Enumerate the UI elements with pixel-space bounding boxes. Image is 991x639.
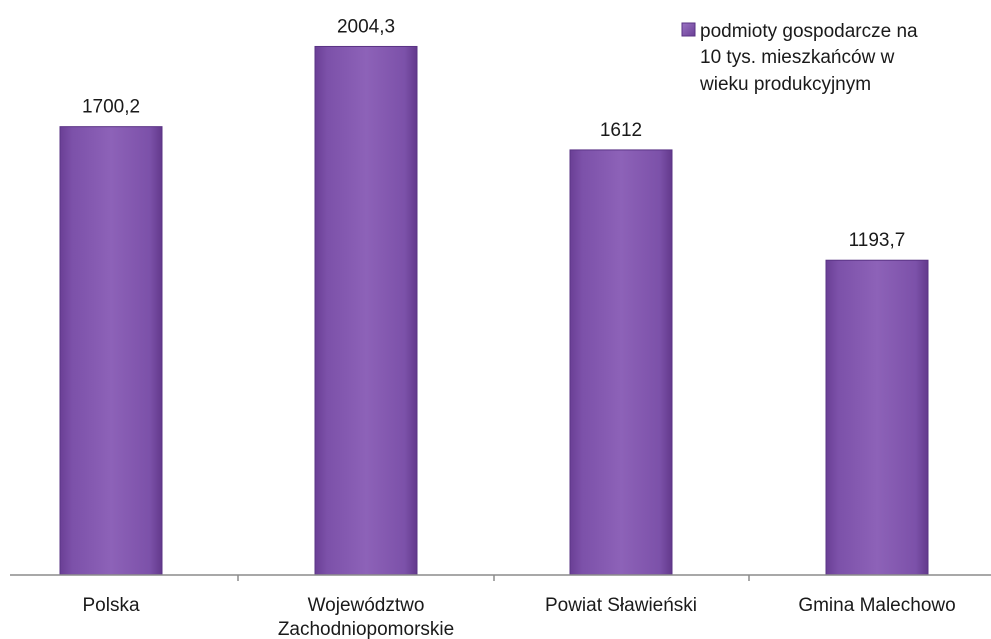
x-tick-label-2-line-2: Zachodniopomorskie xyxy=(278,619,454,639)
data-labels-group: 1700,2 2004,3 1612 1193,7 xyxy=(82,16,905,251)
x-tick-label-2-line-1: Województwo xyxy=(308,595,425,616)
data-label-2: 2004,3 xyxy=(337,16,395,37)
legend-label-line-3: wieku produkcyjnym xyxy=(699,74,871,95)
x-axis-tick-labels: Polska Województwo Zachodniopomorskie Powia… xyxy=(82,595,955,639)
data-label-4: 1193,7 xyxy=(849,230,906,251)
bar-4 xyxy=(825,259,929,576)
bars-group xyxy=(59,45,929,576)
bar-3 xyxy=(569,149,673,576)
data-label-1: 1700,2 xyxy=(82,97,140,118)
x-axis-ticks xyxy=(237,575,750,581)
bar-2 xyxy=(314,45,418,576)
legend: podmioty gospodarcze na 10 tys. mieszkań… xyxy=(681,21,918,95)
x-tick-label-3-line-1: Powiat Sławieński xyxy=(545,595,697,616)
bar-1 xyxy=(59,126,163,576)
legend-swatch xyxy=(681,22,696,37)
legend-label-line-1: podmioty gospodarcze na xyxy=(700,21,918,42)
legend-label-line-2: 10 tys. mieszkańców w xyxy=(700,47,895,68)
x-tick-label-4-line-1: Gmina Malechowo xyxy=(798,595,955,616)
x-tick-label-1-line-1: Polska xyxy=(82,595,139,616)
data-label-3: 1612 xyxy=(600,120,642,141)
